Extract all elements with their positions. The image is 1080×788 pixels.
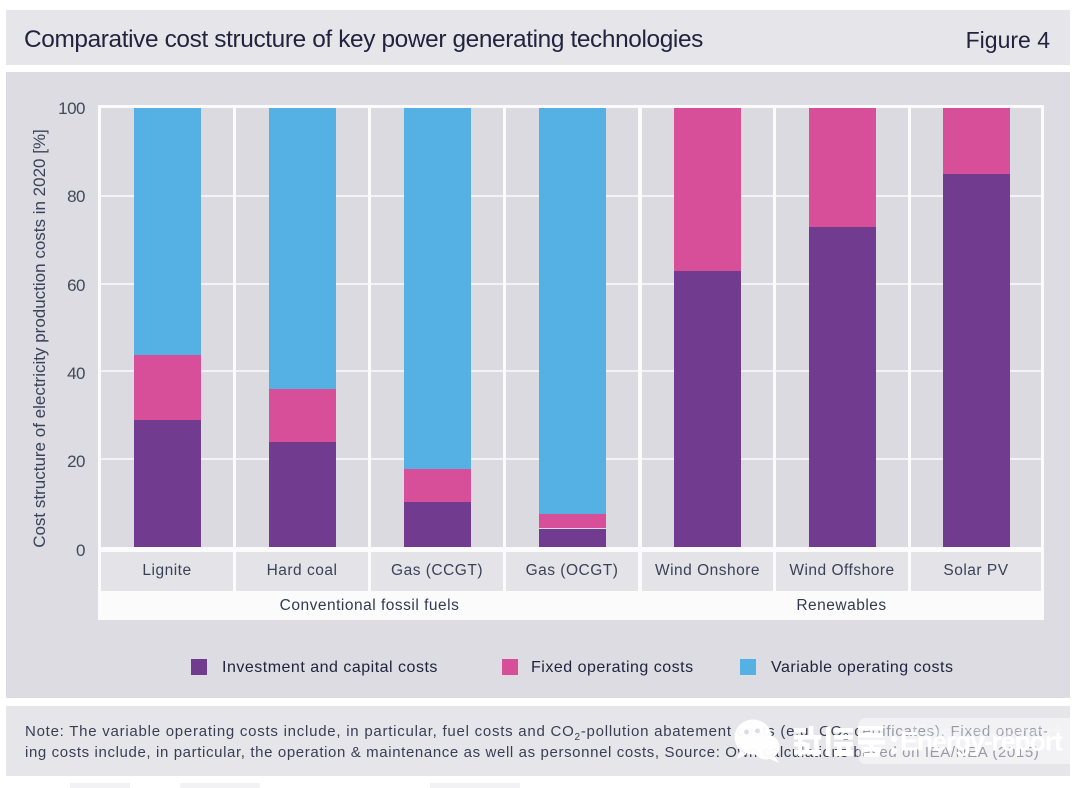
svg-text:Energy-report: Energy-report <box>910 720 1063 748</box>
svg-text:Energy-report: Energy-report <box>900 727 1063 757</box>
